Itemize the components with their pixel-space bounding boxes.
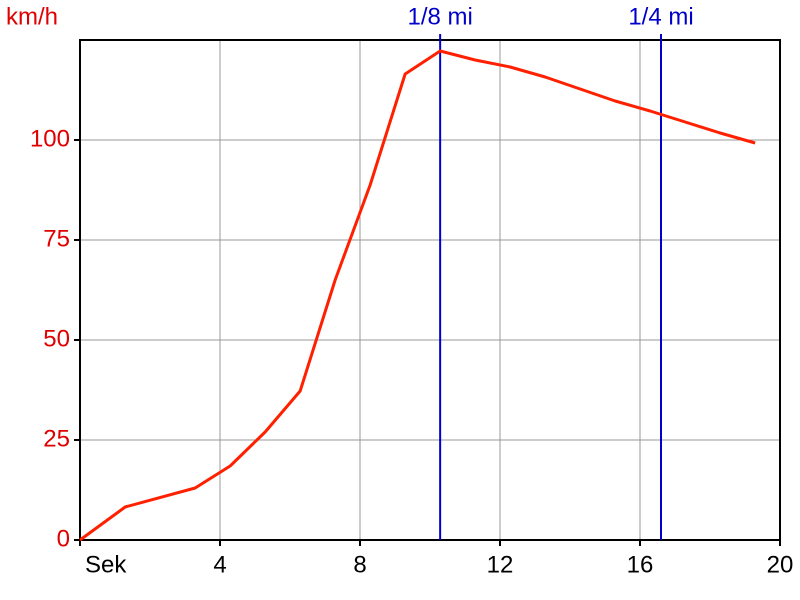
y-tick-label: 25: [43, 425, 70, 452]
plot-border: [79, 39, 781, 541]
x-tick-label: 8: [353, 551, 366, 578]
x-tick-label: 16: [627, 551, 654, 578]
distance-marker-label: 1/4 mi: [628, 3, 693, 30]
y-tick-label: 75: [43, 225, 70, 252]
y-tick-label: 50: [43, 325, 70, 352]
x-tick-label: 12: [487, 551, 514, 578]
x-tick-label: 4: [213, 551, 226, 578]
y-axis-label: km/h: [6, 3, 58, 30]
y-tick-label: 100: [30, 125, 70, 152]
x-tick-label: Sek: [85, 551, 127, 578]
y-tick-label: 0: [57, 525, 70, 552]
speed-line: [79, 49, 756, 542]
distance-marker-label: 1/8 mi: [407, 3, 472, 30]
x-tick-label: 20: [767, 551, 794, 578]
